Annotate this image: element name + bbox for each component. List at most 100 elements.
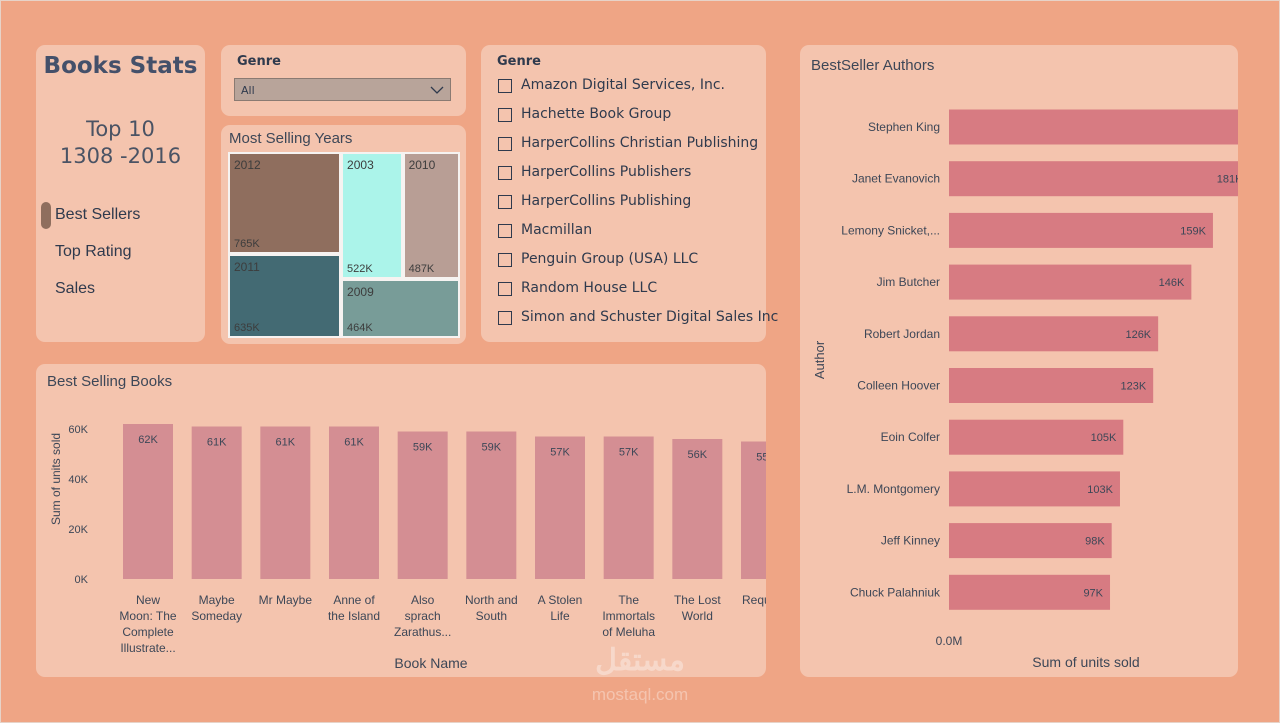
author-bar[interactable] [949,161,1238,197]
book-bar[interactable] [535,436,585,580]
book-bar-data-label: 55K [756,452,766,464]
treemap-cell[interactable]: 2003 522K [341,152,403,280]
author-label: Eoin Colfer [881,430,940,444]
treemap-title: Most Selling Years [229,130,353,147]
treemap: 2012 765K 2011 635K 2003 522K 2010 487K 2009 464K [228,152,460,338]
author-label: Robert Jordan [864,327,940,341]
y-axis-title: Author [812,340,827,379]
author-bar[interactable] [949,316,1159,352]
author-label: Colleen Hoover [857,379,940,393]
book-bar[interactable] [191,426,242,580]
book-bar-data-label: 59K [482,442,502,454]
treemap-cell[interactable]: 2010 487K [402,152,460,280]
book-bar[interactable] [123,424,173,579]
x-tick-label: Mr Maybe [259,593,313,607]
x-tick-label: 0.0M [936,634,963,648]
author-bar[interactable] [949,109,1238,145]
publisher-checkbox[interactable] [498,79,512,93]
author-bar-data-label: 105K [1091,432,1117,444]
publisher-checkbox[interactable] [498,224,512,238]
publisher-option-label[interactable]: Penguin Group (USA) LLC [521,251,699,267]
book-bar[interactable] [397,431,448,580]
nav-item-best-sellers[interactable]: Best Sellers [55,206,141,223]
publisher-checkbox[interactable] [498,282,512,296]
bestseller-authors-card: BestSeller Authors Stephen King278KJanet… [800,45,1238,677]
author-label: Jeff Kinney [881,534,940,548]
genre-select[interactable]: All [234,78,451,101]
subtitle-line-2: 1308 -2016 [59,144,182,168]
author-bar[interactable] [949,264,1192,300]
publisher-checkbox[interactable] [498,137,512,151]
authors-bar-chart: Stephen King278KJanet Evanovich181KLemon… [812,109,1238,670]
y-axis-title: Sum of units sold [49,433,63,525]
nav-item-sales[interactable]: Sales [55,280,96,297]
watermark-logo: مستقل mostaql.com [592,644,688,704]
genre-select-value: All [241,84,255,97]
author-bar-data-label: 103K [1087,484,1113,496]
x-tick-label: North and South [465,593,518,623]
treemap-cell[interactable]: 2011 635K [228,253,342,338]
genre-dropdown-label: Genre [237,54,281,69]
genre-dropdown-card: Genre All [221,45,466,116]
publisher-option-label[interactable]: HarperCollins Publishers [521,164,692,180]
publisher-checkbox[interactable] [498,311,512,325]
nav-item-top-rating[interactable]: Top Rating [55,243,132,260]
books-chart-title: Best Selling Books [47,373,173,390]
x-tick-label: The Immortals of Meluha [602,593,655,639]
publisher-option-label[interactable]: Macmillan [521,222,593,238]
treemap-cell-value: 635K [234,321,260,334]
author-bar-data-label: 98K [1085,536,1105,548]
treemap-cell[interactable]: 2012 765K [228,152,342,254]
treemap-cell-value: 464K [347,321,373,334]
watermark-text: mostaql.com [592,685,688,704]
book-bar[interactable] [672,439,723,579]
book-bar-data-label: 62K [138,434,158,446]
publisher-option-label[interactable]: Amazon Digital Services, Inc. [521,77,725,93]
author-bar[interactable] [949,523,1112,559]
x-tick-label: The Lost World [674,593,721,623]
treemap-cell[interactable]: 2009 464K [341,279,460,338]
publisher-checkbox[interactable] [498,166,512,180]
author-bar[interactable] [949,574,1111,610]
x-tick-label: Anne of the Island [328,593,380,623]
x-axis-title: Sum of units sold [1032,654,1139,670]
y-tick-label: 60K [68,424,88,436]
book-bar[interactable] [260,426,311,580]
y-tick-label: 0K [75,574,89,586]
author-bar[interactable] [949,368,1154,403]
books-bar-chart: 0K 20K 40K 60K 62K New Moon: The Complete Illust… [49,424,766,671]
author-bar[interactable] [949,419,1124,455]
book-bar-data-label: 59K [413,442,433,454]
chevron-down-icon [430,86,444,94]
author-label: L.M. Montgomery [847,482,940,496]
publisher-option-label[interactable]: Random House LLC [521,280,658,296]
book-bar-data-label: 61K [276,437,296,449]
publisher-option-label[interactable]: HarperCollins Christian Publishing [521,135,759,151]
publisher-filter-label: Genre [497,54,541,69]
nav-panel: Books Stats Top 10 1308 -2016 Best Selle… [36,45,205,342]
x-tick-label: New Moon: The Complete Illustrate... [119,593,176,655]
author-bar[interactable] [949,212,1213,248]
page-title: Books Stats [43,53,198,79]
publisher-option-label[interactable]: Simon and Schuster Digital Sales Inc [521,309,779,325]
y-tick-label: 40K [68,474,88,486]
svg-text:مستقل: مستقل [595,644,685,677]
publisher-checkbox[interactable] [498,108,512,122]
author-label: Janet Evanovich [852,172,940,186]
author-bar-data-label: 123K [1120,381,1146,393]
x-tick-label: Maybe Someday [191,593,242,623]
publisher-checkbox[interactable] [498,253,512,267]
book-bar[interactable] [466,431,517,580]
treemap-cell-year: 2003 [347,158,374,172]
publisher-option-label[interactable]: HarperCollins Publishing [521,193,692,209]
publisher-option-label[interactable]: Hachette Book Group [521,106,672,122]
book-bar[interactable] [329,426,379,580]
most-selling-years-card: Most Selling Years 2012 765K 2011 635K 2003 5… [221,125,466,344]
book-bar[interactable] [741,441,766,580]
x-tick-label: Requiem [742,593,766,607]
author-bar[interactable] [949,471,1120,507]
publisher-checkbox[interactable] [498,195,512,209]
subtitle-line-1: Top 10 [86,117,155,141]
book-bar[interactable] [603,436,654,580]
publisher-filter-card: Genre Amazon Digital Services, Inc. Hache… [481,45,778,342]
